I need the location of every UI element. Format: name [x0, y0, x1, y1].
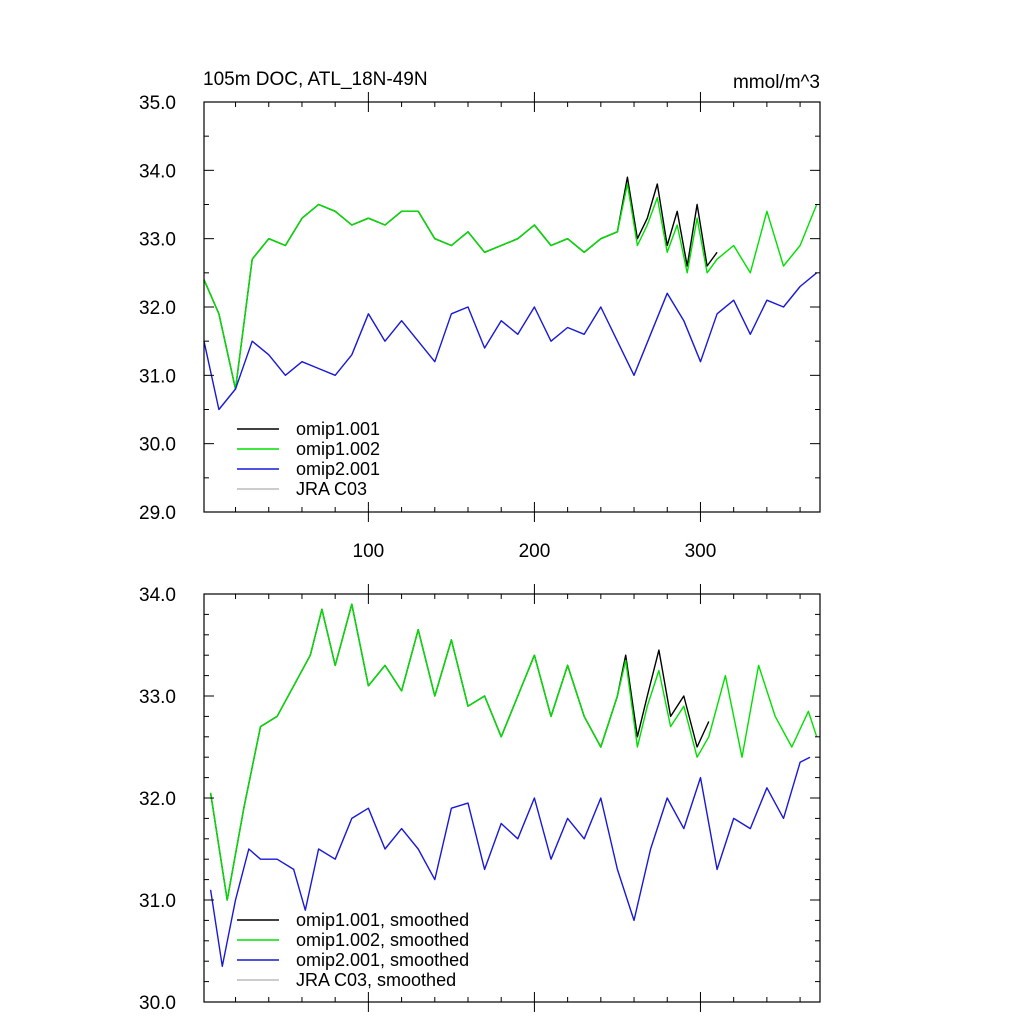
y-tick-label: 34.0 — [139, 161, 176, 182]
y-tick-label: 35.0 — [139, 93, 176, 114]
y-tick-label: 32.0 — [139, 298, 176, 319]
y-tick-label: 31.0 — [139, 366, 176, 387]
series-line-omip2-001 — [203, 272, 818, 411]
y-tick-label: 29.0 — [139, 503, 176, 524]
y-tick-label: 30.0 — [139, 435, 176, 456]
y-tick-label: 31.0 — [139, 891, 176, 912]
series-line-omip2-001-smoothed — [209, 756, 811, 967]
x-tick-label: 300 — [685, 541, 717, 562]
legend-label: JRA C03, smoothed — [296, 970, 456, 990]
x-tick-label: 200 — [519, 541, 551, 562]
x-tick-label: 100 — [353, 541, 385, 562]
y-tick-label: 33.0 — [139, 230, 176, 251]
top-panel: 29.0 30.0 31.0 32.0 33.0 34.0 35.0 100 200 300 omi… — [139, 92, 821, 562]
legend-label: omip2.001 — [296, 459, 380, 479]
y-tick-label: 33.0 — [139, 687, 176, 708]
legend-label: omip1.002, smoothed — [296, 930, 469, 950]
legend-label: omip1.001, smoothed — [296, 910, 469, 930]
series-line-omip1-002 — [203, 183, 818, 390]
series-line-omip1-002-smoothed — [209, 603, 818, 901]
legend-label: omip2.001, smoothed — [296, 950, 469, 970]
legend-label: omip1.001 — [296, 419, 380, 439]
units-label: mmol/m^3 — [733, 72, 820, 93]
chart-title: 105m DOC, ATL_18N-49N — [203, 69, 428, 90]
series-line-omip1-001 — [203, 176, 718, 390]
series-line-omip1-001-smoothed — [209, 603, 710, 901]
y-tick-label: 34.0 — [139, 585, 176, 606]
y-tick-label: 30.0 — [139, 993, 176, 1014]
y-tick-label: 32.0 — [139, 789, 176, 810]
legend-label: omip1.002 — [296, 439, 380, 459]
legend-label: JRA C03 — [296, 479, 367, 499]
